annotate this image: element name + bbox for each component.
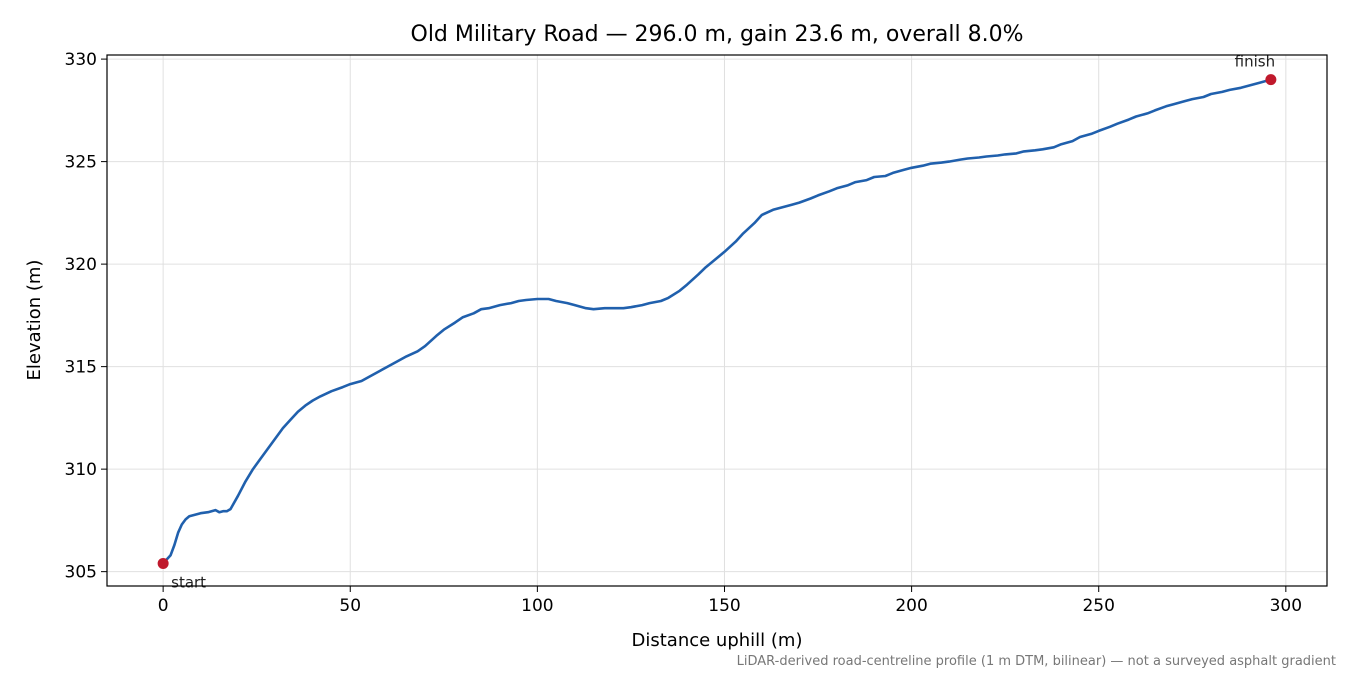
- y-tick-label: 315: [65, 358, 97, 378]
- y-tick-label: 330: [65, 50, 97, 70]
- x-axis: 0 50 100 150 200 250 300: [158, 586, 1302, 616]
- y-tick-label: 325: [65, 153, 97, 173]
- y-tick-label: 305: [65, 563, 97, 583]
- x-tick-label: 150: [708, 596, 740, 616]
- x-tick-label: 250: [1082, 596, 1114, 616]
- start-marker: [157, 557, 169, 569]
- start-label: start: [171, 573, 206, 591]
- y-tick-label: 310: [65, 460, 97, 480]
- y-tick-label: 320: [65, 255, 97, 275]
- grid-lines: [107, 55, 1327, 586]
- finish-label: finish: [1235, 53, 1275, 71]
- y-axis: 305 310 315 320 325 330: [65, 50, 107, 583]
- marker-layer: start finish: [157, 53, 1277, 591]
- x-axis-label: Distance uphill (m): [632, 630, 803, 651]
- x-tick-label: 50: [339, 596, 361, 616]
- x-tick-label: 200: [895, 596, 927, 616]
- chart-footnote: LiDAR-derived road-centreline profile (1…: [737, 654, 1336, 669]
- chart-title: Old Military Road — 296.0 m, gain 23.6 m…: [411, 22, 1024, 47]
- x-tick-label: 300: [1270, 596, 1302, 616]
- x-tick-label: 100: [521, 596, 553, 616]
- finish-marker: [1265, 74, 1277, 86]
- elevation-line: [161, 78, 1273, 565]
- series-layer: [161, 78, 1273, 565]
- x-tick-label: 0: [158, 596, 169, 616]
- y-axis-label: Elevation (m): [24, 260, 45, 381]
- plot-frame: [106, 54, 1328, 587]
